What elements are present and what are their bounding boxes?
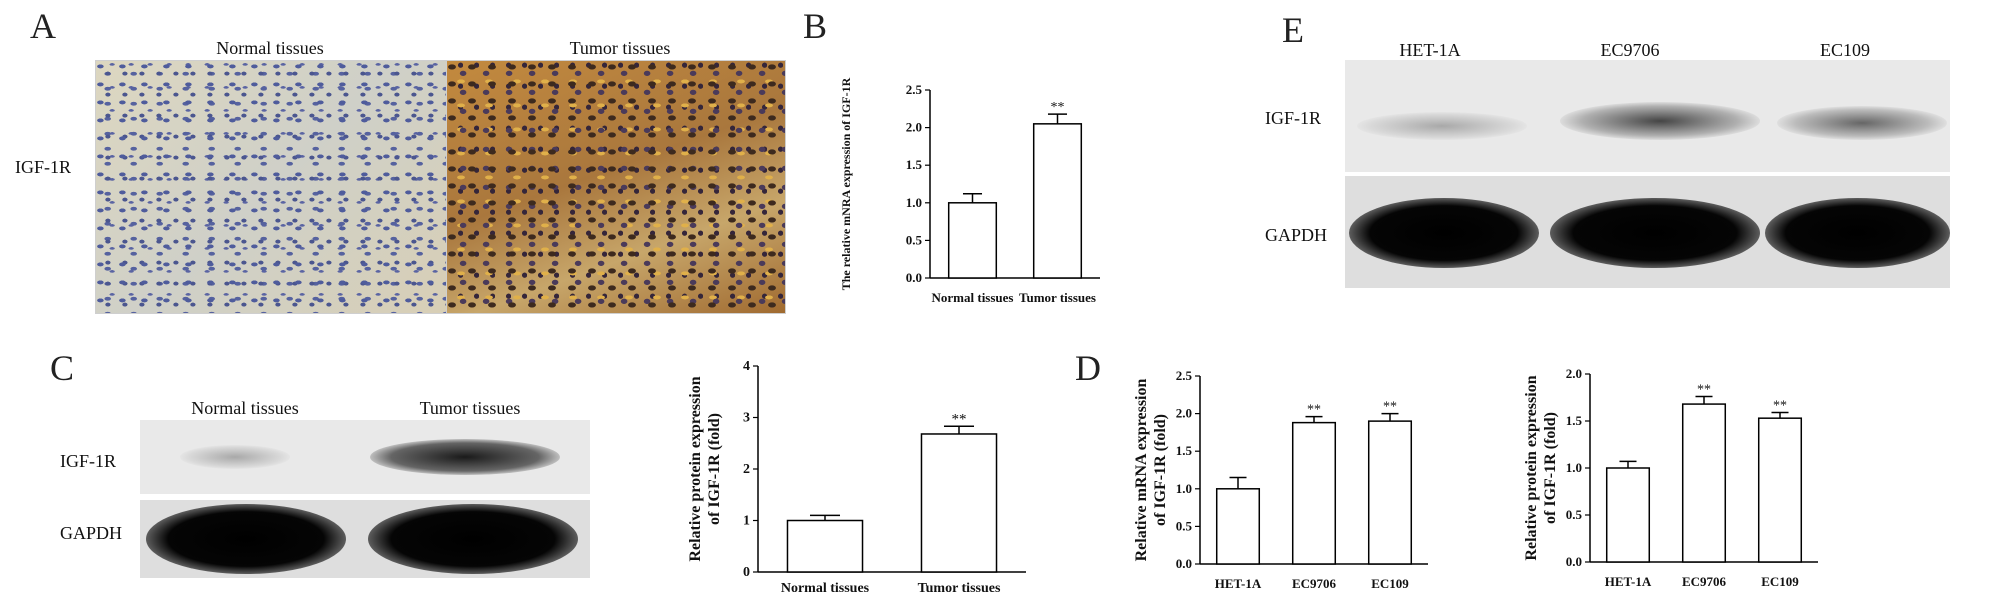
y-tick-label: 0.0 — [906, 270, 922, 285]
y-axis-label: The relative mNRA expression of IGF-1R — [839, 77, 853, 290]
blot-band-e-ec109 — [1777, 106, 1947, 140]
y-tick-label: 0.5 — [906, 232, 923, 247]
panel-e-col-label-0: HET-1A — [1399, 40, 1461, 60]
significance-marker: ** — [1773, 399, 1787, 414]
panel-c-gapdh-label: GAPDH — [60, 523, 123, 543]
y-axis-label: Relative protein expression — [687, 376, 704, 561]
panel-d-letter: D — [1075, 348, 1101, 388]
bar — [1367, 420, 1413, 565]
y-tick-label: 0.5 — [1566, 507, 1583, 522]
y-tick-label: 1.0 — [906, 195, 922, 210]
panel-c-letter: C — [50, 348, 75, 388]
y-axis-label: of IGF-1R (fold) — [1152, 414, 1169, 526]
y-tick-label: 4 — [743, 359, 750, 374]
panel-e-col-label-1: EC9706 — [1600, 40, 1660, 60]
x-tick-label: EC109 — [1761, 574, 1799, 589]
blot-band-c-tumor — [370, 439, 560, 475]
y-tick-label: 2.5 — [906, 82, 923, 97]
panel-a-normal-caption: Normal tissues — [216, 38, 324, 58]
bar — [1757, 417, 1803, 563]
x-tick-label: EC9706 — [1682, 574, 1727, 589]
chart-d-mrna: 0.0 0.5 1.0 1.5 2.0 2.5 Relative mRNA expressi… — [1133, 368, 1428, 591]
x-tick-label: Tumor tissues — [918, 581, 1001, 596]
significance-marker: ** — [1383, 400, 1397, 415]
bar — [947, 202, 998, 279]
y-tick-label: 0.0 — [1176, 556, 1192, 571]
bar — [1605, 467, 1651, 563]
blot-band-c-gapdh-tumor — [368, 504, 578, 574]
y-tick-label: 1.0 — [1566, 460, 1582, 475]
y-tick-label: 1.5 — [1176, 443, 1193, 458]
panel-e-col-label-2: EC109 — [1819, 40, 1870, 60]
panel-e-igf1r-label: IGF-1R — [1265, 108, 1322, 128]
y-axis-label: of IGF-1R (fold) — [706, 413, 723, 525]
panel-a-row-label: IGF-1R — [15, 157, 72, 177]
chart-d-protein: 0.0 0.5 1.0 1.5 2.0 Relative protein expressi… — [1523, 366, 1818, 589]
panel-c-tumor-caption: Tumor tissues — [419, 398, 521, 418]
panel-e-letter: E — [1282, 10, 1304, 50]
x-tick-label: EC9706 — [1292, 576, 1337, 591]
y-tick-label: 2.0 — [906, 120, 922, 135]
significance-marker: ** — [1307, 403, 1321, 418]
y-tick-label: 1.0 — [1176, 481, 1192, 496]
y-tick-label: 2 — [743, 462, 750, 477]
bar — [786, 519, 864, 573]
normal-tissue-ihc-image — [95, 60, 447, 314]
panel-e-blot-igf1r — [1345, 60, 1950, 172]
y-tick-label: 0.5 — [1176, 518, 1193, 533]
panel-e-blot-gapdh — [1345, 176, 1950, 288]
panel-c-blot-gapdh — [140, 500, 590, 578]
y-axis-label: Relative protein expression — [1523, 375, 1540, 560]
bar — [920, 433, 998, 573]
x-tick-label: Tumor tissues — [1019, 290, 1096, 305]
y-tick-label: 1.5 — [1566, 413, 1583, 428]
bar — [1215, 488, 1261, 565]
x-tick-label: EC109 — [1371, 576, 1409, 591]
x-tick-label: Normal tissues — [781, 581, 870, 596]
chart-b: 0.0 0.5 1.0 1.5 2.0 2.5 The relative mNRA expr… — [839, 77, 1100, 305]
y-tick-label: 0 — [743, 565, 750, 580]
bar — [1291, 421, 1337, 565]
blot-band-e-ec9706 — [1560, 102, 1760, 140]
significance-marker: ** — [1051, 100, 1065, 115]
blot-band-e-gapdh-ec109 — [1765, 198, 1950, 268]
panel-a-letter: A — [30, 6, 56, 46]
significance-marker: ** — [1697, 383, 1711, 398]
blot-band-e-gapdh-ec9706 — [1550, 198, 1760, 268]
y-tick-label: 3 — [743, 411, 750, 426]
x-tick-label: HET-1A — [1215, 576, 1262, 591]
y-tick-label: 2.0 — [1176, 406, 1192, 421]
y-axis-label: of IGF-1R (fold) — [1542, 412, 1559, 524]
bar — [1032, 123, 1083, 279]
panel-e-gapdh-label: GAPDH — [1265, 225, 1328, 245]
y-tick-label: 2.5 — [1176, 368, 1193, 383]
bar — [1681, 403, 1727, 563]
panel-b-letter: B — [803, 6, 828, 46]
significance-marker: ** — [952, 411, 967, 427]
x-tick-label: Normal tissues — [932, 290, 1014, 305]
panel-c-blot-igf1r — [140, 420, 590, 494]
y-tick-label: 0.0 — [1566, 554, 1582, 569]
blot-band-e-het1a — [1357, 112, 1527, 140]
blot-band-c-gapdh-normal — [146, 504, 346, 574]
y-tick-label: 1 — [743, 514, 750, 529]
panel-c-normal-caption: Normal tissues — [191, 398, 299, 418]
panel-a-tumor-caption: Tumor tissues — [569, 38, 671, 58]
blot-band-e-gapdh-het1a — [1349, 198, 1539, 268]
blot-band-c-normal — [180, 445, 290, 469]
y-axis-label: Relative mRNA expression — [1133, 379, 1150, 562]
chart-c: 0 1 2 3 4 Relative protein expression of IGF-1… — [687, 359, 1026, 596]
x-tick-label: HET-1A — [1605, 574, 1652, 589]
panel-c-igf1r-label: IGF-1R — [60, 451, 117, 471]
y-tick-label: 1.5 — [906, 157, 923, 172]
tumor-tissue-ihc-image — [446, 60, 786, 314]
y-tick-label: 2.0 — [1566, 366, 1582, 381]
